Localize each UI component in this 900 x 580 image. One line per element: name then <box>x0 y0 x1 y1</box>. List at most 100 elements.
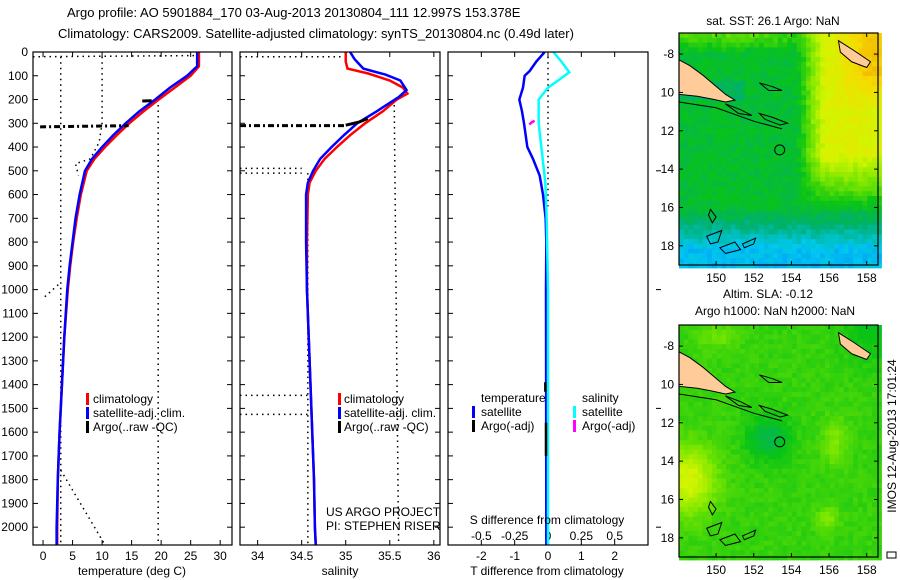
sst-cell <box>829 253 835 259</box>
sla-cell <box>721 344 727 350</box>
sla-cell <box>801 440 807 446</box>
legend-swatch-s-argo <box>573 420 576 432</box>
sla-cell <box>730 492 736 499</box>
sst-cell <box>867 71 873 77</box>
sla-cell <box>693 535 699 542</box>
sla-cell <box>876 353 882 360</box>
sst-cell <box>683 119 689 125</box>
sst-cell <box>716 176 722 183</box>
sla-cell <box>702 507 708 513</box>
sst-cell <box>848 176 854 183</box>
sla-cell <box>867 454 873 460</box>
sla-cell <box>721 454 727 460</box>
sla-cell <box>759 550 765 556</box>
sst-cell <box>744 124 751 130</box>
sla-cell <box>777 483 784 489</box>
sla-cell <box>688 531 694 537</box>
sla-cell <box>829 555 835 561</box>
sla-cell <box>693 521 699 527</box>
sst-cell <box>839 234 845 240</box>
sla-cell <box>801 339 807 345</box>
sst-cell <box>711 33 718 39</box>
sst-cell <box>815 215 821 221</box>
sla-cell <box>801 334 807 340</box>
sla-cell <box>787 487 793 494</box>
lon-tick-label: 152 <box>744 563 764 577</box>
sla-cell <box>791 440 798 446</box>
sst-cell <box>777 191 784 197</box>
sla-cell <box>721 363 727 369</box>
sla-cell <box>730 353 736 360</box>
legend-label: Argo(..raw -QC) <box>344 420 429 434</box>
sla-cell <box>843 478 849 484</box>
sst-cell <box>829 186 835 192</box>
sst-cell <box>843 152 849 159</box>
sst-cell <box>867 234 873 240</box>
sst-cell <box>721 128 727 135</box>
sst-cell <box>787 172 793 178</box>
sla-cell <box>796 435 802 441</box>
sst-cell <box>876 248 882 254</box>
sla-cell <box>721 497 727 503</box>
sla-cell <box>787 425 793 431</box>
sla-cell <box>721 392 727 398</box>
sla-cell <box>871 420 878 427</box>
sst-cell <box>815 109 821 115</box>
sst-cell <box>834 85 840 92</box>
sst-cell <box>735 239 741 245</box>
sla-cell <box>740 430 746 436</box>
sst-cell <box>862 133 868 139</box>
sla-cell <box>697 396 704 403</box>
sla-cell <box>777 392 784 398</box>
sla-cell <box>744 435 751 441</box>
sst-cell <box>834 172 840 178</box>
sst-cell <box>688 100 694 106</box>
sla-cell <box>768 550 774 556</box>
sst-cell <box>744 167 751 173</box>
sst-cell <box>683 152 689 159</box>
sst-cell <box>679 176 685 183</box>
sla-cell <box>843 348 849 355</box>
sla-cell <box>810 468 816 475</box>
s-tick-label: -0.25 <box>501 529 529 543</box>
sla-cell <box>730 550 736 556</box>
climatology-bound-line <box>44 281 62 298</box>
sla-cell <box>697 440 704 446</box>
sla-cell <box>735 440 741 446</box>
sst-cell <box>688 133 694 139</box>
sst-cell <box>773 248 779 254</box>
sst-cell <box>824 219 831 226</box>
sst-cell <box>787 133 793 139</box>
sst-cell <box>740 215 746 221</box>
sla-cell <box>791 358 798 364</box>
sla-cell <box>697 353 704 360</box>
sst-cell <box>679 33 685 39</box>
sst-cell <box>791 114 798 120</box>
sst-cell <box>730 200 736 207</box>
sla-cell <box>683 325 689 331</box>
sst-cell <box>843 263 849 269</box>
sst-cell <box>711 181 718 187</box>
sla-cell <box>730 440 736 446</box>
pi-label: PI: STEPHEN RISER <box>326 519 441 533</box>
sla-cell <box>740 401 746 407</box>
sla-cell <box>716 348 722 355</box>
sst-cell <box>726 157 732 163</box>
sla-cell <box>697 483 704 489</box>
sla-cell <box>730 507 736 513</box>
sst-cell <box>716 248 722 254</box>
sla-cell <box>716 444 722 451</box>
sst-cell <box>707 172 713 178</box>
sst-cell <box>693 219 699 226</box>
sla-cell <box>815 325 821 331</box>
sst-cell <box>697 109 704 115</box>
sla-cell <box>759 487 765 494</box>
sst-cell <box>754 128 760 135</box>
sst-cell <box>768 200 774 207</box>
sst-cell <box>820 195 826 202</box>
sla-cell <box>839 449 845 455</box>
sst-cell <box>726 248 732 254</box>
sla-cell <box>782 440 788 446</box>
sst-cell <box>834 224 840 231</box>
sla-cell <box>773 420 779 427</box>
